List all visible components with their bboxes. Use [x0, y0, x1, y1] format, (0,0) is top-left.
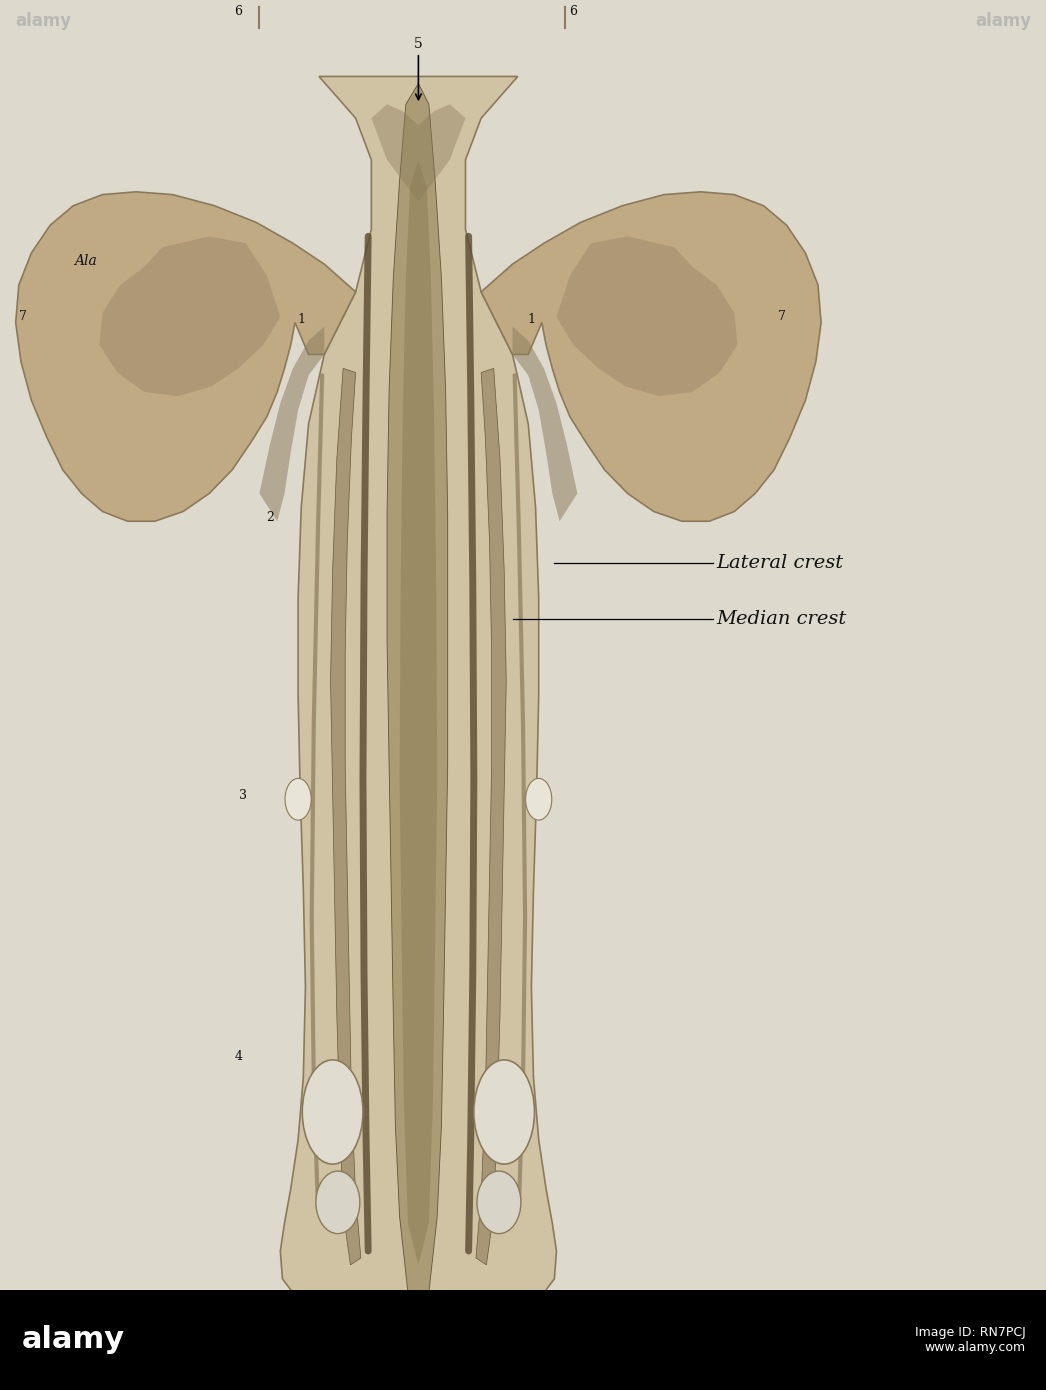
Ellipse shape — [474, 1059, 535, 1165]
Text: Median crest: Median crest — [717, 610, 847, 627]
Polygon shape — [371, 104, 465, 202]
Text: alamy: alamy — [975, 13, 1031, 31]
Polygon shape — [513, 327, 577, 521]
Text: Image ID: RN7PCJ
www.alamy.com: Image ID: RN7PCJ www.alamy.com — [915, 1326, 1026, 1354]
Polygon shape — [387, 83, 448, 1318]
Polygon shape — [280, 76, 556, 1327]
Text: 6: 6 — [234, 4, 243, 18]
Polygon shape — [16, 192, 356, 521]
Polygon shape — [481, 192, 821, 521]
Bar — [0, 1290, 1046, 1390]
Text: 7: 7 — [19, 310, 27, 324]
Text: 3: 3 — [238, 788, 247, 802]
Polygon shape — [556, 236, 737, 396]
Text: 5: 5 — [414, 38, 423, 51]
Text: 2: 2 — [266, 510, 274, 524]
Ellipse shape — [477, 1170, 521, 1234]
Text: 6: 6 — [569, 4, 577, 18]
Text: 1: 1 — [297, 313, 305, 327]
Text: alamy: alamy — [22, 1326, 126, 1354]
Text: Ala: Ala — [74, 254, 97, 268]
Polygon shape — [259, 327, 324, 521]
Ellipse shape — [316, 1170, 360, 1234]
Text: Lateral crest: Lateral crest — [717, 555, 844, 571]
Polygon shape — [99, 236, 280, 396]
Text: 1: 1 — [527, 313, 536, 327]
Text: alamy: alamy — [15, 13, 71, 31]
Text: 4: 4 — [234, 1049, 243, 1063]
Polygon shape — [331, 368, 361, 1265]
Ellipse shape — [285, 778, 311, 820]
Polygon shape — [400, 160, 437, 1265]
Polygon shape — [476, 368, 506, 1265]
Ellipse shape — [302, 1059, 363, 1165]
Ellipse shape — [525, 778, 552, 820]
Text: 7: 7 — [778, 310, 787, 324]
